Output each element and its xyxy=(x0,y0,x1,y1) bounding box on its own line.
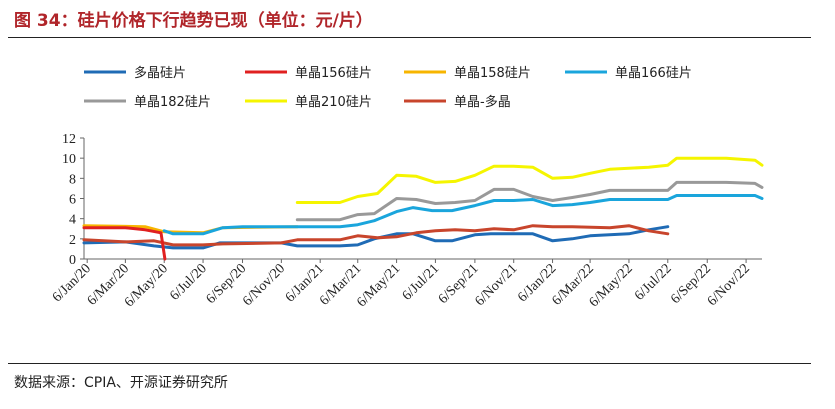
series-line xyxy=(162,194,764,236)
legend-label: 单晶156硅片 xyxy=(295,66,372,81)
bottom-rule xyxy=(8,363,811,364)
legend-label: 单晶166硅片 xyxy=(615,66,692,81)
legend-label: 单晶-多晶 xyxy=(454,94,511,110)
x-tick-label: 6/Nov/22 xyxy=(705,261,753,309)
y-tick-label: 0 xyxy=(69,253,76,268)
legend-label: 单晶182硅片 xyxy=(134,95,211,110)
x-tick-label: 6/Nov/20 xyxy=(240,261,288,309)
x-tick-label: 6/May/20 xyxy=(122,261,171,310)
legend-label: 单晶158硅片 xyxy=(454,66,531,81)
y-tick-label: 6 xyxy=(69,193,76,208)
x-tick-label: 6/Nov/21 xyxy=(473,261,521,309)
series-line xyxy=(295,180,764,222)
series-line xyxy=(295,156,764,204)
x-tick-label: 6/May/21 xyxy=(354,261,403,310)
x-tick-label: 6/May/22 xyxy=(587,261,636,310)
chart-lines xyxy=(82,156,764,261)
source-note: 数据来源：CPIA、开源证券研究所 xyxy=(14,375,228,391)
y-tick-label: 2 xyxy=(69,233,76,248)
series-line xyxy=(82,226,167,261)
chart-axes: 0246810126/Jan/206/Mar/206/May/206/Jul/2… xyxy=(50,132,762,310)
y-tick-label: 4 xyxy=(69,213,76,228)
y-tick-label: 8 xyxy=(69,172,76,187)
y-tick-label: 12 xyxy=(62,132,76,147)
y-tick-label: 10 xyxy=(62,152,76,167)
legend-label: 多晶硅片 xyxy=(134,65,186,81)
legend-label: 单晶210硅片 xyxy=(295,95,372,110)
top-rule xyxy=(8,37,811,38)
series-line xyxy=(82,224,670,247)
figure-title: 图 34：硅片价格下行趋势已现（单位：元/片） xyxy=(14,11,373,31)
